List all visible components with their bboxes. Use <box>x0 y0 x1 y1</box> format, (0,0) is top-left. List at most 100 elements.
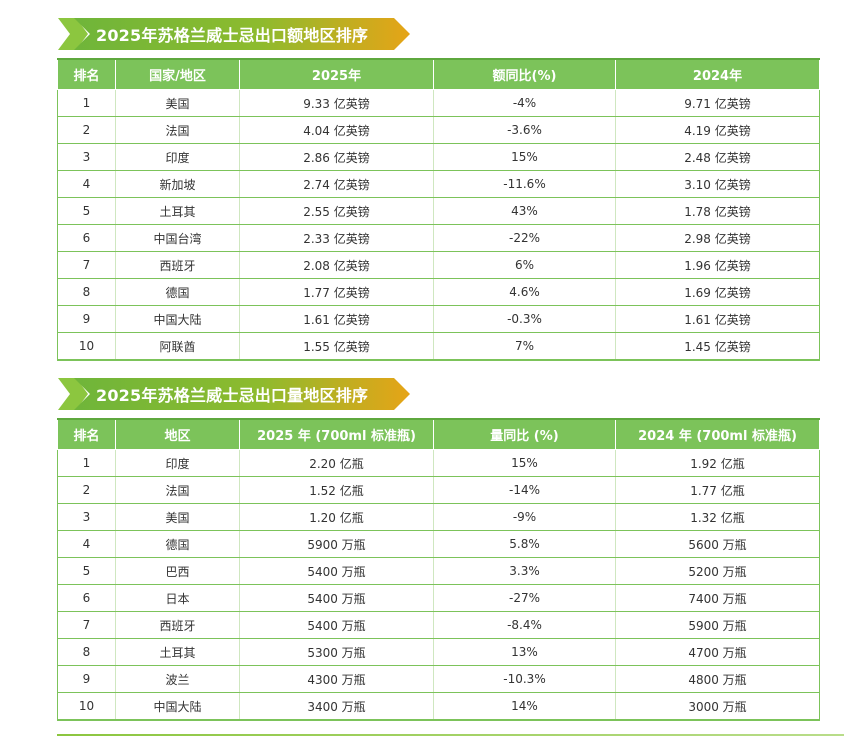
region-cell: 法国 <box>115 116 240 144</box>
export-volume-banner: 2025年苏格兰威士忌出口量地区排序 <box>58 378 410 410</box>
value-2024-cell: 5600 万瓶 <box>615 530 820 558</box>
header-rank: 排名 <box>57 418 116 450</box>
value-2024-cell: 9.71 亿英镑 <box>615 89 820 117</box>
value-2025-cell: 1.61 亿英镑 <box>239 305 434 333</box>
table-row: 10 阿联酋 1.55 亿英镑 7% 1.45 亿英镑 <box>57 332 820 361</box>
rank-cell: 7 <box>57 251 116 279</box>
export-volume-table: 排名 地区 2025 年 (700ml 标准瓶) 量同比 (%) 2024 年 … <box>57 418 820 721</box>
yoy-cell: -10.3% <box>433 665 616 693</box>
region-cell: 中国大陆 <box>115 305 240 333</box>
value-2024-cell: 1.77 亿瓶 <box>615 476 820 504</box>
rank-cell: 8 <box>57 278 116 306</box>
region-cell: 巴西 <box>115 557 240 585</box>
value-2025-cell: 5300 万瓶 <box>239 638 434 666</box>
yoy-cell: -22% <box>433 224 616 252</box>
yoy-cell: 43% <box>433 197 616 225</box>
yoy-cell: -8.4% <box>433 611 616 639</box>
yoy-cell: -4% <box>433 89 616 117</box>
value-2025-cell: 3400 万瓶 <box>239 692 434 721</box>
region-cell: 德国 <box>115 278 240 306</box>
region-cell: 中国台湾 <box>115 224 240 252</box>
table-row: 1 美国 9.33 亿英镑 -4% 9.71 亿英镑 <box>57 89 820 117</box>
yoy-cell: -9% <box>433 503 616 531</box>
table-row: 6 中国台湾 2.33 亿英镑 -22% 2.98 亿英镑 <box>57 224 820 252</box>
yoy-cell: -0.3% <box>433 305 616 333</box>
region-cell: 美国 <box>115 503 240 531</box>
export-value-title: 2025年苏格兰威士忌出口额地区排序 <box>96 26 369 45</box>
rank-cell: 9 <box>57 305 116 333</box>
value-2025-cell: 5400 万瓶 <box>239 611 434 639</box>
yoy-cell: 15% <box>433 449 616 477</box>
yoy-cell: 3.3% <box>433 557 616 585</box>
value-2024-cell: 7400 万瓶 <box>615 584 820 612</box>
value-2025-cell: 1.55 亿英镑 <box>239 332 434 361</box>
table-header-row: 排名 国家/地区 2025年 额同比(%) 2024年 <box>57 58 820 90</box>
value-2025-cell: 2.33 亿英镑 <box>239 224 434 252</box>
value-2024-cell: 4700 万瓶 <box>615 638 820 666</box>
rank-cell: 5 <box>57 197 116 225</box>
table-row: 4 德国 5900 万瓶 5.8% 5600 万瓶 <box>57 530 820 558</box>
value-2024-cell: 2.98 亿英镑 <box>615 224 820 252</box>
header-rank: 排名 <box>57 58 116 90</box>
value-2024-cell: 4800 万瓶 <box>615 665 820 693</box>
value-2024-cell: 2.48 亿英镑 <box>615 143 820 171</box>
table-row: 7 西班牙 5400 万瓶 -8.4% 5900 万瓶 <box>57 611 820 639</box>
value-2025-cell: 9.33 亿英镑 <box>239 89 434 117</box>
table-header-row: 排名 地区 2025 年 (700ml 标准瓶) 量同比 (%) 2024 年 … <box>57 418 820 450</box>
region-cell: 西班牙 <box>115 611 240 639</box>
rank-cell: 7 <box>57 611 116 639</box>
value-2025-cell: 4300 万瓶 <box>239 665 434 693</box>
value-2025-cell: 1.52 亿瓶 <box>239 476 434 504</box>
value-2024-cell: 5900 万瓶 <box>615 611 820 639</box>
region-cell: 土耳其 <box>115 197 240 225</box>
table-row: 1 印度 2.20 亿瓶 15% 1.92 亿瓶 <box>57 449 820 477</box>
table-row: 7 西班牙 2.08 亿英镑 6% 1.96 亿英镑 <box>57 251 820 279</box>
value-2024-cell: 1.45 亿英镑 <box>615 332 820 361</box>
table-row: 3 美国 1.20 亿瓶 -9% 1.32 亿瓶 <box>57 503 820 531</box>
rank-cell: 2 <box>57 476 116 504</box>
yoy-cell: 13% <box>433 638 616 666</box>
value-2024-cell: 1.92 亿瓶 <box>615 449 820 477</box>
export-value-banner: 2025年苏格兰威士忌出口额地区排序 <box>58 18 410 50</box>
value-2025-cell: 5900 万瓶 <box>239 530 434 558</box>
yoy-cell: 5.8% <box>433 530 616 558</box>
yoy-cell: 14% <box>433 692 616 721</box>
region-cell: 阿联酋 <box>115 332 240 361</box>
value-2024-cell: 3000 万瓶 <box>615 692 820 721</box>
table-row: 9 波兰 4300 万瓶 -10.3% 4800 万瓶 <box>57 665 820 693</box>
table-row: 6 日本 5400 万瓶 -27% 7400 万瓶 <box>57 584 820 612</box>
rank-cell: 2 <box>57 116 116 144</box>
region-cell: 西班牙 <box>115 251 240 279</box>
value-2025-cell: 2.74 亿英镑 <box>239 170 434 198</box>
export-volume-title: 2025年苏格兰威士忌出口量地区排序 <box>96 386 369 405</box>
value-2024-cell: 1.61 亿英镑 <box>615 305 820 333</box>
region-cell: 新加坡 <box>115 170 240 198</box>
value-2024-cell: 4.19 亿英镑 <box>615 116 820 144</box>
value-2024-cell: 1.32 亿瓶 <box>615 503 820 531</box>
yoy-cell: 6% <box>433 251 616 279</box>
rank-cell: 1 <box>57 89 116 117</box>
rank-cell: 10 <box>57 332 116 361</box>
yoy-cell: -3.6% <box>433 116 616 144</box>
rank-cell: 9 <box>57 665 116 693</box>
value-2024-cell: 1.78 亿英镑 <box>615 197 820 225</box>
header-yoy: 量同比 (%) <box>433 418 616 450</box>
table-row: 8 德国 1.77 亿英镑 4.6% 1.69 亿英镑 <box>57 278 820 306</box>
header-region: 国家/地区 <box>115 58 240 90</box>
rank-cell: 6 <box>57 584 116 612</box>
region-cell: 波兰 <box>115 665 240 693</box>
rank-cell: 4 <box>57 530 116 558</box>
header-2024: 2024 年 (700ml 标准瓶) <box>615 418 820 450</box>
value-2024-cell: 1.96 亿英镑 <box>615 251 820 279</box>
rank-cell: 10 <box>57 692 116 721</box>
footer-divider <box>57 734 844 736</box>
value-2025-cell: 2.86 亿英镑 <box>239 143 434 171</box>
yoy-cell: 15% <box>433 143 616 171</box>
table-row: 10 中国大陆 3400 万瓶 14% 3000 万瓶 <box>57 692 820 721</box>
value-2025-cell: 1.20 亿瓶 <box>239 503 434 531</box>
rank-cell: 5 <box>57 557 116 585</box>
rank-cell: 8 <box>57 638 116 666</box>
rank-cell: 3 <box>57 503 116 531</box>
table-row: 2 法国 1.52 亿瓶 -14% 1.77 亿瓶 <box>57 476 820 504</box>
region-cell: 美国 <box>115 89 240 117</box>
